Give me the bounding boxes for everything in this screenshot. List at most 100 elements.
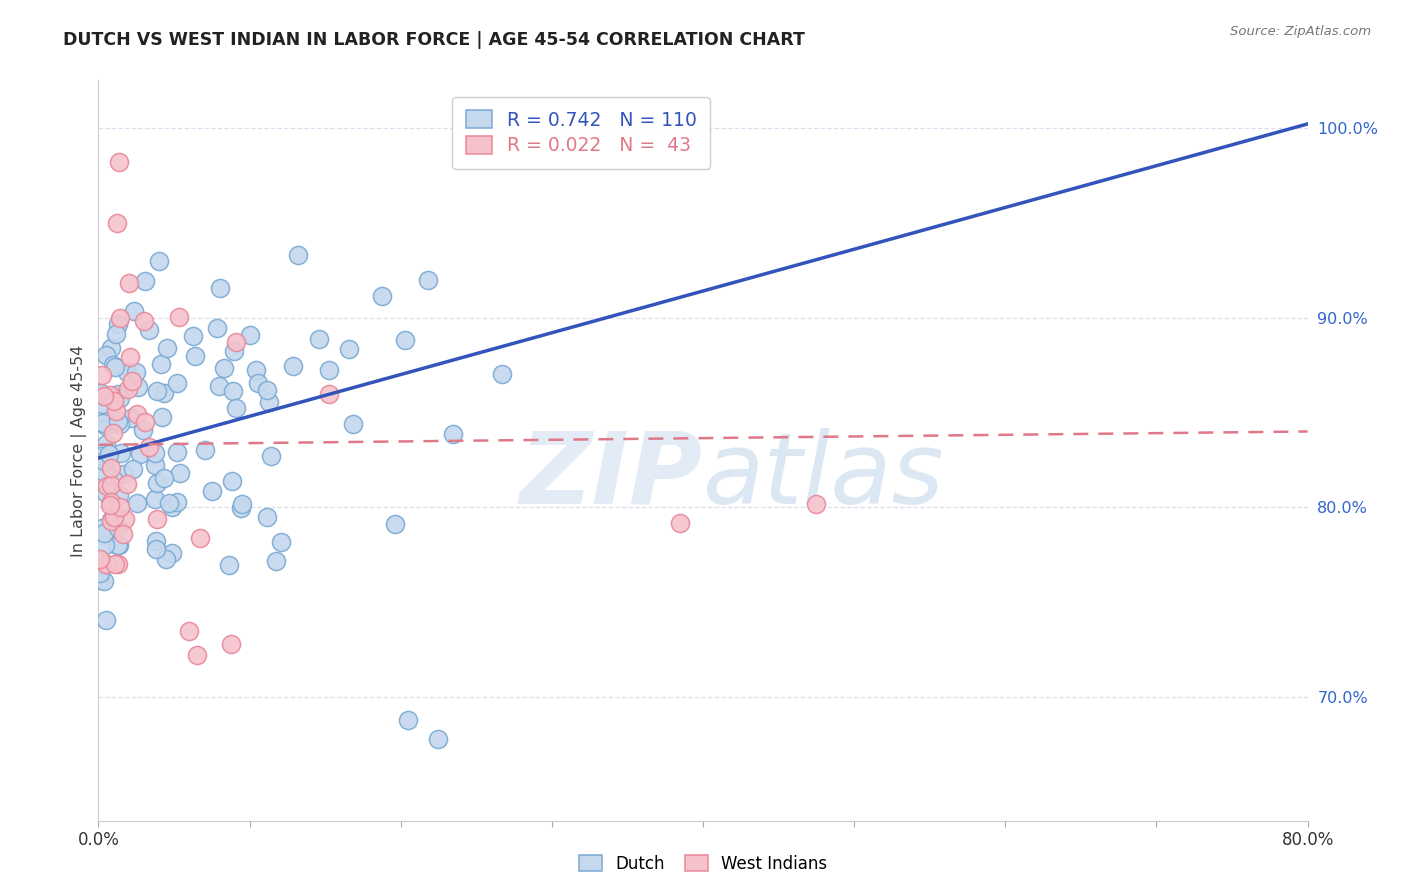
Point: [427, 731, 450, 746]
Point: [100, 477, 122, 491]
Point: [221, 637, 243, 651]
Point: [112, 467, 135, 481]
Point: [806, 497, 828, 511]
Legend: R = 0.742   N = 110, R = 0.022   N =  43: R = 0.742 N = 110, R = 0.022 N = 43: [453, 97, 710, 169]
Point: [283, 359, 305, 374]
Point: [103, 358, 125, 372]
Point: [125, 365, 148, 379]
Point: [90, 449, 112, 463]
Point: [246, 376, 269, 391]
Point: [105, 538, 128, 552]
Point: [96, 486, 118, 500]
Point: [105, 404, 128, 418]
Point: [194, 443, 217, 458]
Point: [207, 321, 229, 335]
Point: [104, 360, 127, 375]
Point: [257, 394, 280, 409]
Point: [150, 357, 173, 371]
Point: [145, 542, 167, 557]
Point: [97, 447, 120, 461]
Point: [132, 314, 155, 328]
Point: [94, 558, 117, 572]
Point: [156, 342, 179, 356]
Point: [125, 407, 148, 421]
Point: [134, 416, 156, 430]
Point: [256, 383, 278, 397]
Point: [96, 455, 118, 469]
Point: [91, 417, 114, 431]
Point: [134, 274, 156, 288]
Point: [169, 310, 191, 325]
Point: [94, 613, 117, 627]
Point: [120, 350, 142, 364]
Point: [96, 558, 118, 572]
Point: [308, 332, 330, 346]
Point: [270, 535, 292, 549]
Point: [318, 386, 340, 401]
Point: [93, 465, 115, 479]
Point: [150, 409, 173, 424]
Point: [127, 496, 149, 510]
Point: [132, 424, 155, 438]
Text: ZIP: ZIP: [520, 428, 703, 524]
Point: [103, 509, 125, 524]
Point: [103, 473, 125, 487]
Point: [491, 367, 513, 381]
Point: [117, 382, 139, 396]
Point: [245, 363, 267, 377]
Point: [121, 410, 143, 425]
Point: [96, 419, 118, 434]
Point: [115, 365, 138, 379]
Point: [107, 558, 129, 572]
Point: [143, 458, 166, 472]
Point: [107, 387, 129, 401]
Y-axis label: In Labor Force | Age 45-54: In Labor Force | Age 45-54: [72, 344, 87, 557]
Point: [186, 648, 208, 663]
Point: [90, 405, 112, 419]
Point: [239, 328, 262, 343]
Point: [121, 462, 143, 476]
Point: [105, 216, 128, 230]
Point: [100, 498, 122, 512]
Point: [114, 512, 136, 526]
Point: [100, 495, 122, 509]
Point: [91, 559, 114, 574]
Point: [96, 348, 118, 362]
Point: [260, 449, 283, 463]
Point: [107, 521, 129, 535]
Point: [416, 273, 439, 287]
Point: [148, 254, 170, 268]
Point: [89, 552, 111, 566]
Point: [166, 444, 188, 458]
Point: [91, 521, 114, 535]
Point: [143, 446, 166, 460]
Point: [669, 516, 692, 530]
Point: [89, 573, 111, 587]
Point: [107, 415, 129, 429]
Point: [370, 288, 392, 302]
Point: [441, 427, 464, 442]
Point: [108, 391, 131, 405]
Point: [287, 247, 309, 261]
Point: [337, 343, 360, 357]
Point: [94, 436, 117, 450]
Point: [100, 461, 122, 475]
Point: [166, 495, 188, 509]
Point: [105, 327, 128, 342]
Point: [138, 323, 160, 337]
Point: [124, 304, 146, 318]
Point: [100, 341, 122, 355]
Point: [93, 574, 115, 588]
Point: [107, 538, 129, 552]
Point: [93, 389, 115, 403]
Point: [110, 446, 132, 460]
Point: [218, 558, 240, 572]
Point: [127, 380, 149, 394]
Point: [208, 379, 231, 393]
Point: [146, 475, 169, 490]
Text: DUTCH VS WEST INDIAN IN LABOR FORCE | AGE 45-54 CORRELATION CHART: DUTCH VS WEST INDIAN IN LABOR FORCE | AG…: [63, 31, 806, 49]
Point: [121, 375, 143, 389]
Point: [107, 538, 129, 552]
Point: [103, 393, 125, 408]
Point: [115, 477, 138, 491]
